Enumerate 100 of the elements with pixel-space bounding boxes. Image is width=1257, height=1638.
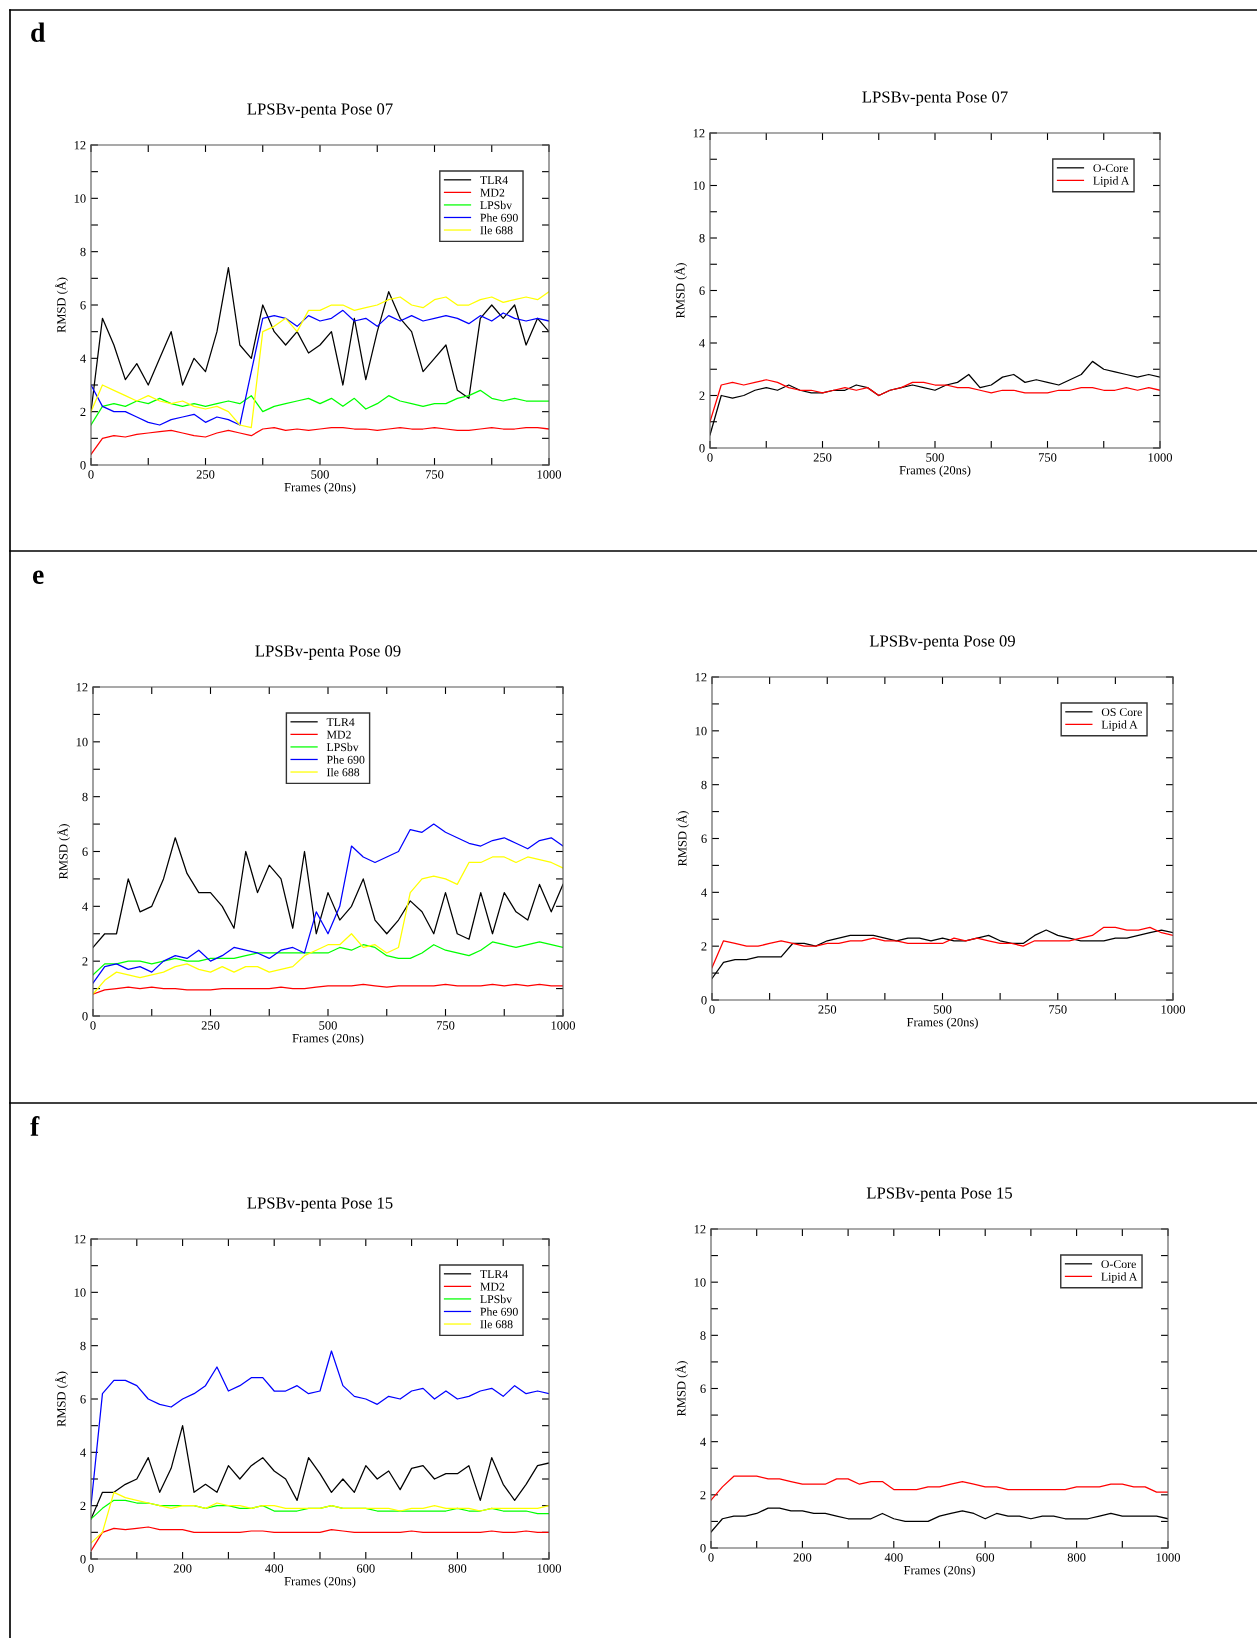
chart-title: LPSBv-penta Pose 15 [247, 1197, 393, 1212]
y-tick-label: 12 [74, 141, 86, 150]
y-tick-label: 12 [694, 1225, 706, 1234]
legend-label: Phe 690 [480, 1307, 518, 1316]
line-series [712, 929, 1173, 980]
chart-title: LPSBv-penta Pose 15 [866, 1187, 1012, 1202]
x-tick-label: 250 [818, 1005, 837, 1014]
legend-label: TLR4 [326, 718, 355, 726]
legend-label: Lipid A [1093, 176, 1130, 188]
legend-label: Phe 690 [326, 755, 365, 764]
x-tick-label: 250 [201, 1021, 220, 1030]
legend-label: Phe 690 [480, 213, 518, 222]
y-tick-label: 0 [699, 444, 705, 453]
x-tick-label: 600 [356, 1564, 375, 1573]
x-tick-label: 400 [265, 1564, 284, 1573]
x-axis-title: Frames (20ns) [899, 465, 971, 477]
x-tick-label: 0 [709, 1005, 715, 1014]
y-tick-label: 6 [80, 1395, 86, 1404]
y-tick-label: 8 [80, 1341, 86, 1351]
y-axis-title: RMSD (Å) [57, 824, 71, 880]
y-tick-label: 10 [693, 181, 705, 190]
x-tick-label: 750 [1038, 453, 1057, 462]
legend-label: LPSbv [480, 1294, 513, 1304]
x-tick-label: 750 [425, 470, 444, 479]
line-series [93, 823, 563, 984]
y-tick-label: 8 [700, 1331, 706, 1340]
x-tick-label: 200 [173, 1564, 192, 1573]
y-tick-label: 4 [699, 339, 705, 348]
y-tick-label: 2 [700, 1490, 706, 1500]
x-tick-label: 800 [448, 1564, 467, 1573]
y-tick-label: 6 [80, 301, 86, 310]
x-tick-label: 1000 [1156, 1553, 1181, 1562]
y-tick-label: 10 [74, 194, 86, 203]
x-tick-label: 500 [933, 1005, 952, 1014]
y-tick-label: 10 [695, 726, 707, 736]
y-tick-label: 8 [82, 792, 88, 802]
line-series [711, 1475, 1168, 1501]
x-tick-label: 1000 [1148, 453, 1173, 462]
x-axis-title: Frames (20ns) [284, 1576, 356, 1588]
line-series [91, 1526, 549, 1552]
line-series [93, 837, 563, 949]
y-tick-label: 6 [699, 286, 705, 295]
legend-label: Lipid A [1101, 720, 1138, 732]
x-tick-label: 250 [813, 453, 832, 462]
y-tick-label: 2 [701, 942, 707, 951]
line-series [712, 926, 1173, 969]
line-series [93, 983, 563, 995]
x-tick-label: 0 [90, 1021, 96, 1030]
line-series [91, 427, 549, 455]
line-series [93, 941, 563, 976]
line-series [91, 1491, 549, 1544]
x-tick-label: 0 [707, 453, 713, 462]
y-tick-label: 12 [76, 683, 88, 692]
x-axis-title: Frames (20ns) [292, 1033, 364, 1045]
x-tick-label: 0 [88, 1564, 94, 1573]
y-tick-label: 2 [80, 407, 86, 416]
x-tick-label: 400 [884, 1553, 903, 1562]
x-tick-label: 1000 [537, 1564, 562, 1573]
y-tick-label: 6 [700, 1384, 706, 1393]
line-series [91, 1425, 549, 1520]
x-tick-label: 500 [311, 470, 329, 479]
text: e [32, 570, 44, 584]
x-tick-label: 200 [793, 1553, 812, 1562]
y-tick-label: 4 [700, 1437, 706, 1446]
y-tick-label: 6 [82, 847, 88, 856]
x-axis-title: Frames (20ns) [284, 482, 356, 494]
text: f [30, 1116, 40, 1136]
legend-label: Lipid A [1101, 1272, 1138, 1284]
x-tick-label: 1000 [551, 1021, 576, 1030]
legend-label: MD2 [480, 1282, 505, 1291]
y-tick-label: 2 [82, 957, 88, 966]
text: d [31, 22, 46, 42]
x-tick-label: 250 [196, 470, 215, 479]
y-tick-label: 0 [700, 1544, 706, 1553]
y-tick-label: 0 [82, 1012, 88, 1021]
y-axis-title: RMSD (Å) [55, 277, 69, 333]
chart-title: LPSBv-penta Pose 09 [869, 635, 1015, 650]
y-tick-label: 2 [699, 391, 705, 400]
y-axis-title: RMSD (Å) [674, 263, 688, 319]
legend-label: O-Core [1093, 164, 1128, 173]
y-tick-label: 4 [82, 902, 88, 911]
y-tick-label: 10 [74, 1288, 86, 1297]
chart-title: LPSBv-penta Pose 07 [862, 91, 1008, 106]
x-tick-label: 500 [926, 453, 944, 462]
x-axis-title: Frames (20ns) [906, 1017, 978, 1029]
y-tick-label: 4 [80, 354, 86, 363]
legend-label: TLR4 [480, 1270, 508, 1278]
legend-label: Ile 688 [480, 1319, 513, 1329]
legend-label: OS Core [1101, 708, 1142, 717]
x-tick-label: 500 [319, 1021, 337, 1030]
legend-label: Ile 688 [326, 767, 360, 777]
x-tick-label: 600 [976, 1553, 995, 1562]
x-tick-label: 0 [88, 470, 94, 479]
y-tick-label: 10 [694, 1278, 706, 1287]
y-tick-label: 4 [701, 888, 707, 897]
y-tick-label: 8 [80, 247, 86, 257]
y-tick-label: 8 [701, 780, 707, 790]
x-tick-label: 0 [708, 1553, 714, 1562]
line-series [93, 856, 563, 995]
x-tick-label: 750 [1049, 1005, 1067, 1014]
